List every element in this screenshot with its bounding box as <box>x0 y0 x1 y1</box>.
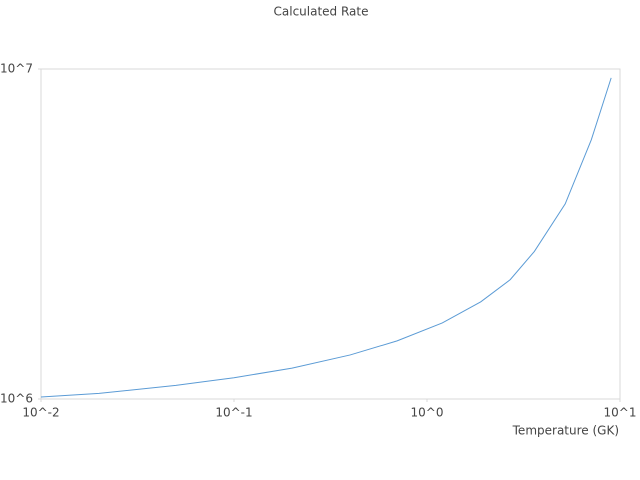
data-line <box>40 77 612 398</box>
y-tick-label: 10^6 <box>0 392 33 406</box>
x-tick-label: 10^0 <box>411 406 444 420</box>
chart-title: Calculated Rate <box>274 5 369 19</box>
plot-area <box>40 68 621 400</box>
x-axis-label: Temperature (GK) <box>512 424 619 438</box>
x-tick-label: 10^1 <box>604 406 637 420</box>
y-tick-label: 10^7 <box>0 62 33 76</box>
x-tick-label: 10^-2 <box>22 406 59 420</box>
x-tick-label: 10^-1 <box>215 406 252 420</box>
